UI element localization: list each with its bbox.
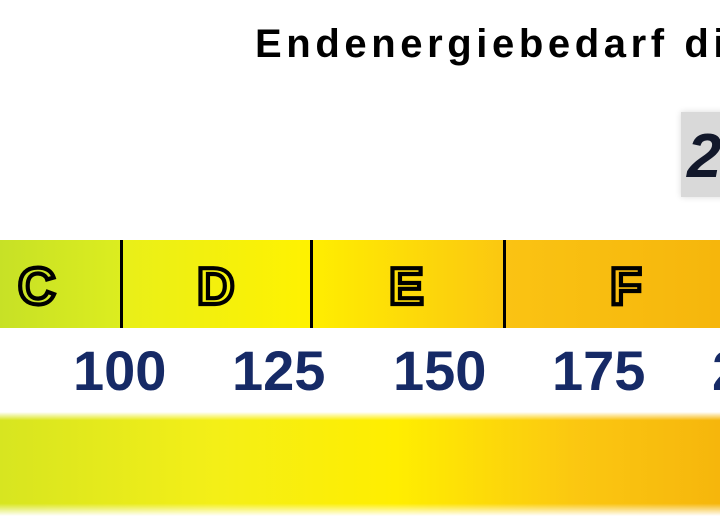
svg-text:D: D [197,258,235,316]
svg-text:F: F [610,258,642,316]
svg-text:C: C [18,258,56,316]
svg-text:E: E [389,258,424,316]
